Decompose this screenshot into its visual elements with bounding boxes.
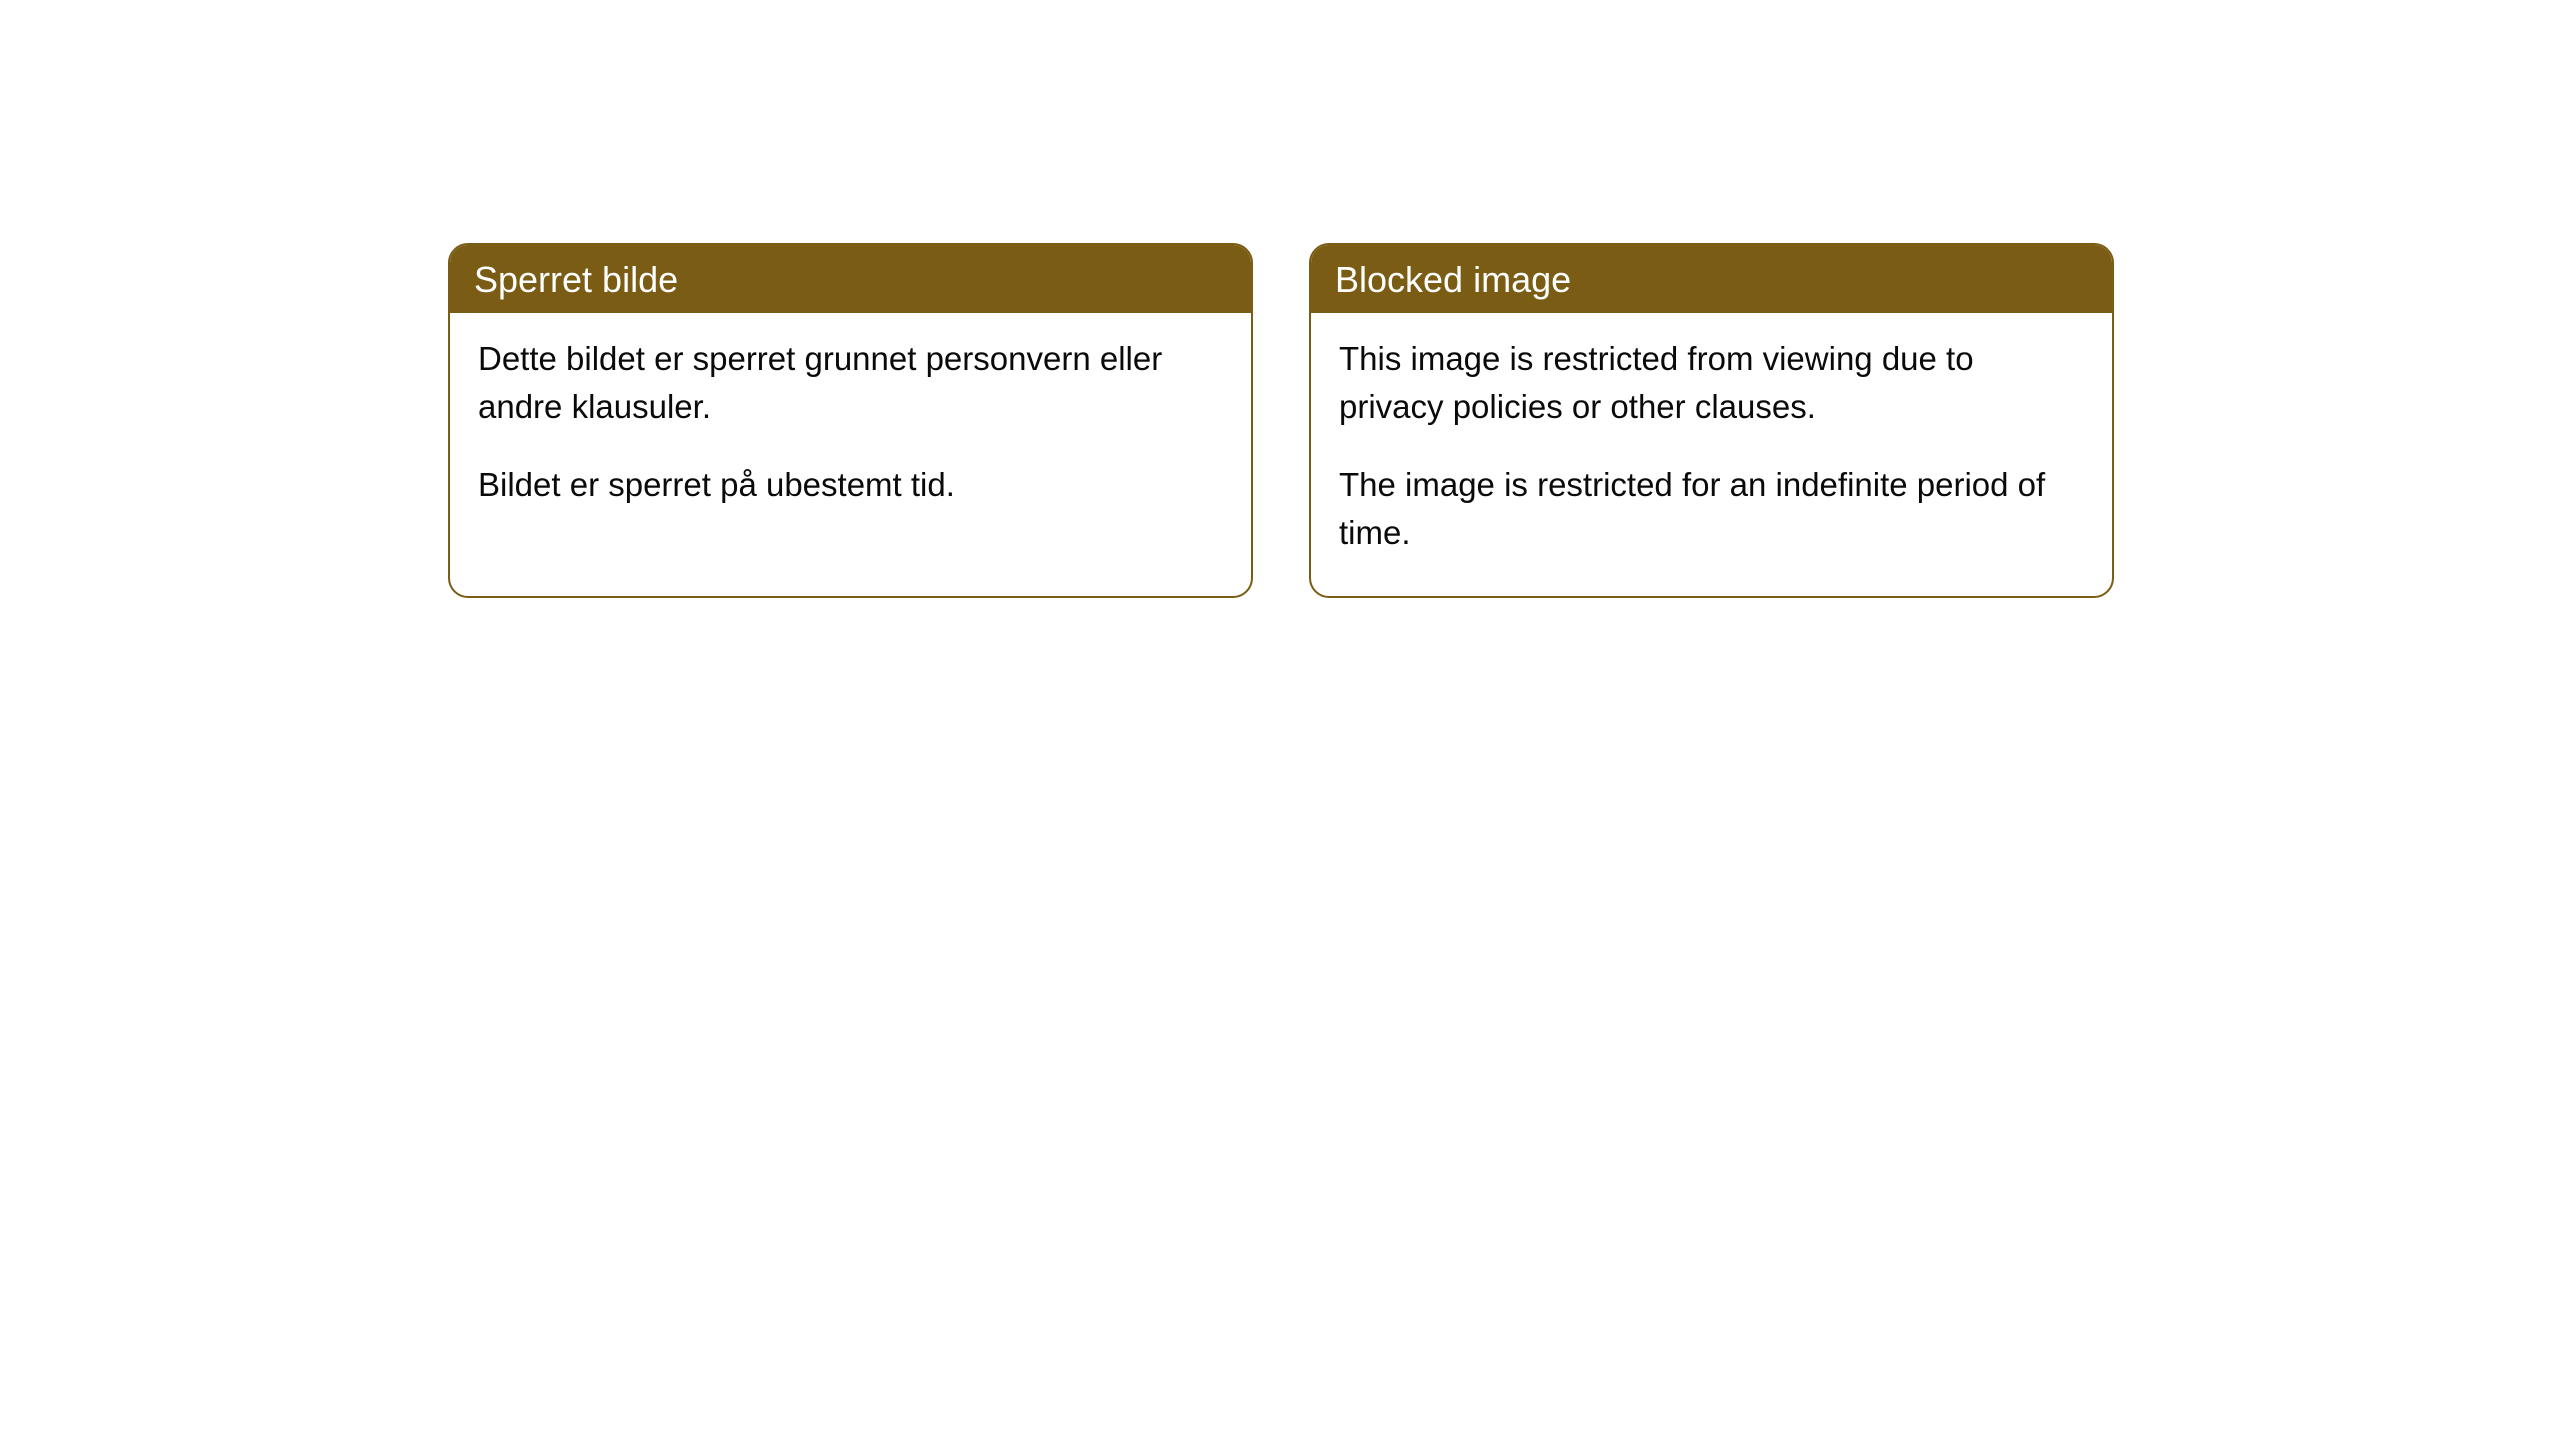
cards-container: Sperret bilde Dette bildet er sperret gr… [0, 0, 2560, 598]
card-paragraph-1-english: This image is restricted from viewing du… [1339, 335, 2084, 431]
card-body-english: This image is restricted from viewing du… [1311, 313, 2112, 596]
card-paragraph-1-norwegian: Dette bildet er sperret grunnet personve… [478, 335, 1223, 431]
card-header-english: Blocked image [1311, 245, 2112, 313]
blocked-image-card-english: Blocked image This image is restricted f… [1309, 243, 2114, 598]
card-paragraph-2-norwegian: Bildet er sperret på ubestemt tid. [478, 461, 1223, 509]
blocked-image-card-norwegian: Sperret bilde Dette bildet er sperret gr… [448, 243, 1253, 598]
card-paragraph-2-english: The image is restricted for an indefinit… [1339, 461, 2084, 557]
card-header-norwegian: Sperret bilde [450, 245, 1251, 313]
card-body-norwegian: Dette bildet er sperret grunnet personve… [450, 313, 1251, 549]
